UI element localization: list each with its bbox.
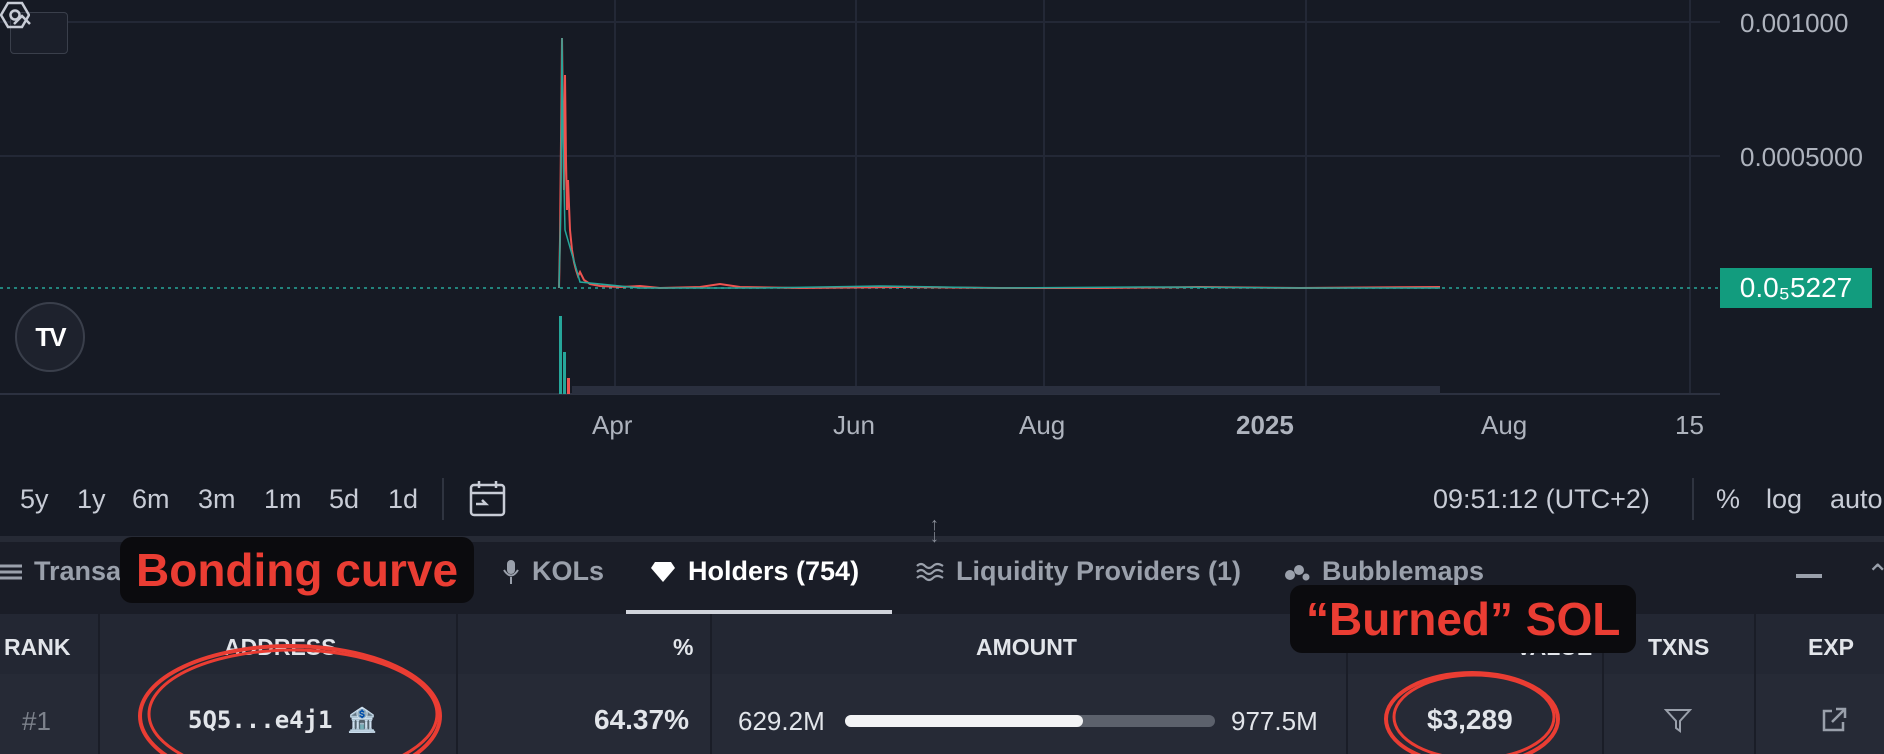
holder-address[interactable]: 5Q5...e4j1 🏦 xyxy=(188,706,377,734)
column-header-rank[interactable]: RANK xyxy=(4,634,71,660)
diamond-icon xyxy=(651,561,675,582)
x-axis-label: Apr xyxy=(592,410,633,440)
collapse-chart-button[interactable] xyxy=(10,12,68,54)
expand-panel-icon[interactable]: ⌃ xyxy=(1866,559,1884,590)
value-highlight-circle xyxy=(1384,671,1560,754)
x-axis-label: 2025 xyxy=(1236,410,1294,440)
column-header-amount[interactable]: AMOUNT xyxy=(976,634,1077,660)
tab-holders[interactable]: Holders (754) xyxy=(650,556,859,587)
holder-value: $3,289 xyxy=(1427,704,1513,735)
tab-label: KOLs xyxy=(532,556,605,586)
waves-icon xyxy=(916,562,944,581)
tab-kols[interactable]: KOLs xyxy=(502,556,604,587)
column-header-txns[interactable]: TXNS xyxy=(1648,634,1710,660)
timeframe-5d-button[interactable]: 5d xyxy=(329,484,360,514)
column-divider xyxy=(1754,614,1756,754)
x-axis-label: Jun xyxy=(833,410,875,440)
chevron-up-icon xyxy=(13,14,31,25)
toolbar-divider xyxy=(442,478,444,520)
tab-transactions[interactable]: Transa xyxy=(0,556,121,587)
x-axis-label: Aug xyxy=(1481,410,1528,440)
address-text: 5Q5...e4j1 xyxy=(188,706,333,734)
y-axis-label: 0.0005000 xyxy=(1740,142,1863,172)
timeframe-3m-button[interactable]: 3m xyxy=(198,484,236,514)
tab-bubblemaps[interactable]: Bubblemaps xyxy=(1284,556,1484,587)
active-tab-indicator xyxy=(626,610,892,614)
column-divider xyxy=(456,614,458,754)
holding-progress-fill xyxy=(845,715,1084,727)
tradingview-logo[interactable]: TV xyxy=(15,302,85,372)
list-icon xyxy=(0,564,22,579)
bubblemaps-icon xyxy=(1285,564,1310,580)
log-scale-toggle[interactable]: log xyxy=(1766,484,1803,514)
total-supply: 977.5M xyxy=(1231,706,1318,736)
table-row[interactable] xyxy=(0,674,1884,754)
timeframe-1m-button[interactable]: 1m xyxy=(264,484,302,514)
timeframe-1d-button[interactable]: 1d xyxy=(388,484,419,514)
bonding-curve-callout: Bonding curve xyxy=(120,537,475,603)
tab-liquidity-providers[interactable]: Liquidity Providers (1) xyxy=(916,556,1241,587)
column-header-percent[interactable]: % xyxy=(673,634,694,660)
tab-label: Transa xyxy=(34,556,122,586)
chart-canvas xyxy=(0,0,1720,395)
x-axis-label: 15 xyxy=(1675,410,1704,440)
current-price-tag: 0.0₅5227 xyxy=(1720,268,1872,308)
x-axis-label: Aug xyxy=(1019,410,1066,440)
price-chart[interactable]: TV 0.001000 0.0005000 0.0₅5227 Apr Jun A… xyxy=(0,0,1884,460)
column-divider xyxy=(1346,614,1348,754)
auto-scale-toggle[interactable]: auto xyxy=(1830,484,1883,514)
toolbar-divider xyxy=(1692,478,1694,520)
holder-rank: #1 xyxy=(22,706,51,736)
external-link-icon[interactable] xyxy=(1820,706,1848,734)
calendar-goto-icon[interactable] xyxy=(468,479,508,519)
y-axis-label: 0.001000 xyxy=(1740,8,1849,38)
column-header-exp[interactable]: EXP xyxy=(1808,634,1855,660)
burned-sol-callout: “Burned” SOL xyxy=(1290,585,1637,653)
percent-scale-toggle[interactable]: % xyxy=(1716,484,1741,514)
holder-amount: 629.2M xyxy=(738,706,825,736)
timeframe-1y-button[interactable]: 1y xyxy=(77,484,106,514)
column-divider xyxy=(98,614,100,754)
timeframe-6m-button[interactable]: 6m xyxy=(132,484,170,514)
filter-icon[interactable] xyxy=(1664,708,1692,734)
chart-time: 09:51:12 (UTC+2) xyxy=(1433,484,1650,514)
holding-progress-bar xyxy=(845,715,1215,727)
tab-label: Liquidity Providers (1) xyxy=(956,556,1242,586)
exchange-icon: 🏦 xyxy=(346,706,377,734)
column-divider xyxy=(710,614,712,754)
address-highlight-circle xyxy=(138,644,442,754)
timeframe-5y-button[interactable]: 5y xyxy=(20,484,49,514)
tab-label: Holders (754) xyxy=(688,556,860,586)
holder-percent: 64.37% xyxy=(594,704,689,735)
panel-resize-handle[interactable]: ↑ ↓ xyxy=(930,514,939,546)
settings-hexagon-icon[interactable] xyxy=(0,0,30,30)
column-divider xyxy=(1602,614,1604,754)
microphone-icon xyxy=(503,559,519,584)
tab-label: Bubblemaps xyxy=(1322,556,1485,586)
minimize-panel-button[interactable] xyxy=(1796,574,1822,578)
